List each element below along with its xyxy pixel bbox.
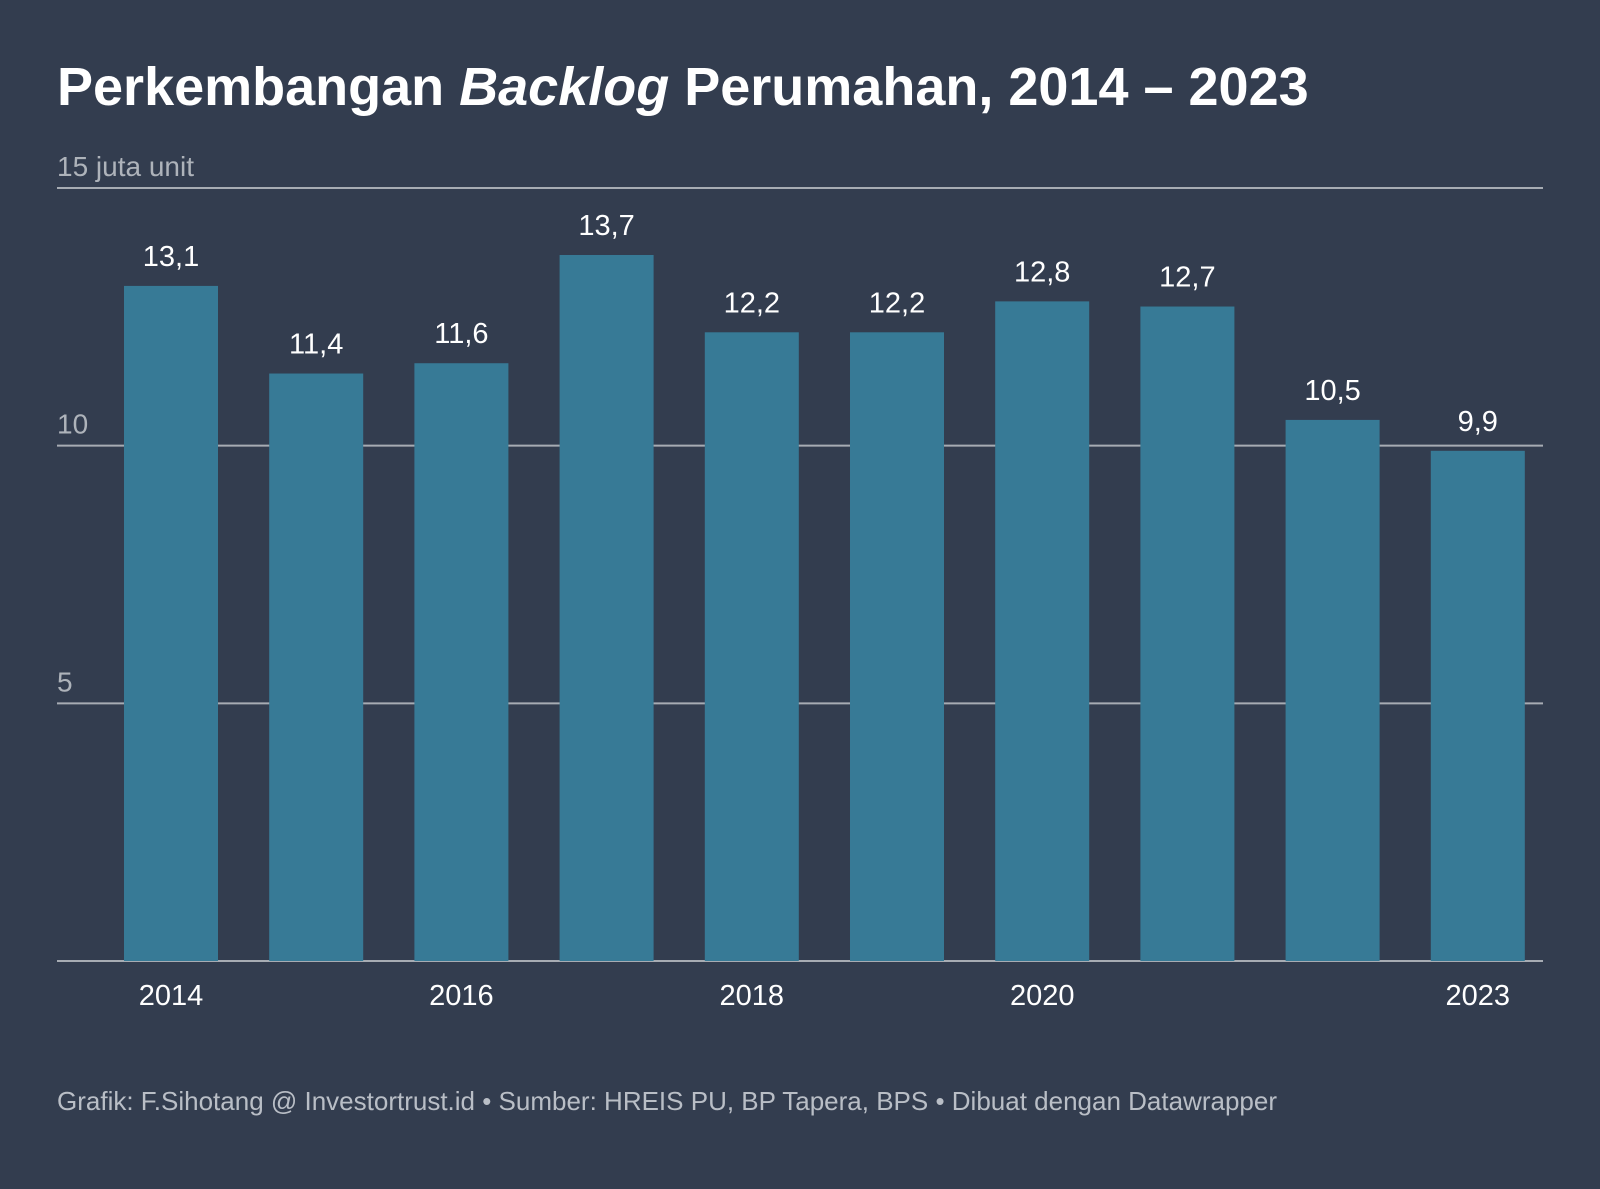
y-tick-label-10: 10 [57,409,88,440]
bar-2021 [1140,306,1235,961]
y-tick-label-5: 5 [57,666,73,697]
title-part2: Perumahan, 2014 – 2023 [669,57,1309,117]
value-label-2014: 13,1 [143,241,199,273]
bar-2018 [704,332,799,961]
value-label-2021: 12,7 [1159,262,1215,294]
x-tick-label-2020: 2020 [1010,980,1075,1012]
value-label-2022: 10,5 [1304,375,1360,407]
x-tick-label-2023: 2023 [1446,980,1511,1012]
bar-2022 [1285,419,1380,961]
footer-credits: Grafik: F.Sihotang @ Investortrust.id • … [57,1086,1277,1116]
bar-2017 [559,254,654,961]
chart-title: Perkembangan Backlog Perumahan, 2014 – 2… [57,56,1309,118]
title-part1: Perkembangan [57,57,460,117]
title-italic: Backlog [459,57,670,117]
value-label-2018: 12,2 [724,287,780,319]
value-label-2019: 12,2 [869,287,925,319]
bar-2019 [850,332,944,961]
value-label-2020: 12,8 [1014,256,1070,288]
value-label-2023: 9,9 [1458,406,1498,438]
bar-2023 [1430,450,1525,961]
value-label-2016: 11,6 [434,318,488,350]
value-label-2017: 13,7 [578,210,634,242]
x-tick-label-2016: 2016 [429,980,494,1012]
bar-2016 [414,363,509,961]
bar-2020 [995,301,1090,962]
bar-2014 [124,285,218,961]
x-tick-label-2014: 2014 [139,980,204,1012]
value-label-2015: 11,4 [289,329,343,361]
bar-2015 [269,373,364,961]
x-tick-label-2018: 2018 [720,980,785,1012]
y-tick-label-15: 15 juta unit [57,151,194,182]
